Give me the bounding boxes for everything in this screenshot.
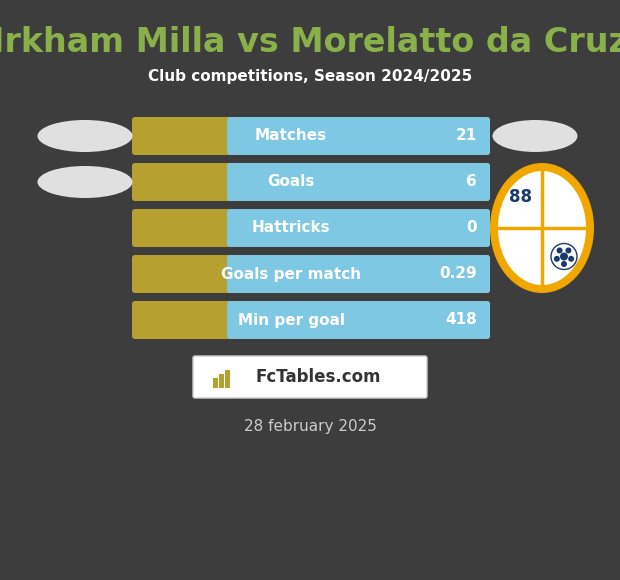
Bar bbox=[225, 370, 229, 388]
Ellipse shape bbox=[37, 120, 133, 152]
Text: Club competitions, Season 2024/2025: Club competitions, Season 2024/2025 bbox=[148, 68, 472, 84]
Ellipse shape bbox=[498, 171, 586, 285]
Text: 21: 21 bbox=[456, 129, 477, 143]
Text: Goals: Goals bbox=[267, 175, 315, 190]
FancyBboxPatch shape bbox=[227, 255, 490, 293]
Ellipse shape bbox=[492, 120, 577, 152]
FancyBboxPatch shape bbox=[132, 209, 490, 247]
FancyBboxPatch shape bbox=[132, 163, 490, 201]
Text: FcTables.com: FcTables.com bbox=[255, 368, 381, 386]
FancyBboxPatch shape bbox=[132, 117, 490, 155]
FancyBboxPatch shape bbox=[227, 117, 490, 155]
FancyBboxPatch shape bbox=[193, 356, 427, 398]
Text: Irkham Milla vs Morelatto da Cruz: Irkham Milla vs Morelatto da Cruz bbox=[0, 26, 620, 59]
Circle shape bbox=[551, 244, 577, 270]
FancyBboxPatch shape bbox=[132, 255, 490, 293]
Circle shape bbox=[560, 252, 568, 260]
Bar bbox=[219, 374, 223, 388]
Circle shape bbox=[568, 256, 574, 262]
Text: 28 february 2025: 28 february 2025 bbox=[244, 419, 376, 433]
Text: Min per goal: Min per goal bbox=[237, 313, 345, 328]
Circle shape bbox=[561, 261, 567, 267]
Text: 88: 88 bbox=[508, 188, 531, 206]
FancyBboxPatch shape bbox=[227, 209, 490, 247]
Bar bbox=[213, 378, 218, 388]
Circle shape bbox=[554, 256, 560, 262]
Circle shape bbox=[557, 248, 562, 253]
Ellipse shape bbox=[37, 166, 133, 198]
Text: Goals per match: Goals per match bbox=[221, 266, 361, 281]
Text: 6: 6 bbox=[466, 175, 477, 190]
Text: 0: 0 bbox=[466, 220, 477, 235]
Text: 0.29: 0.29 bbox=[440, 266, 477, 281]
Text: Matches: Matches bbox=[255, 129, 327, 143]
Ellipse shape bbox=[490, 163, 594, 293]
FancyBboxPatch shape bbox=[132, 301, 490, 339]
Text: 418: 418 bbox=[445, 313, 477, 328]
FancyBboxPatch shape bbox=[227, 301, 490, 339]
Circle shape bbox=[565, 248, 572, 253]
Text: Hattricks: Hattricks bbox=[252, 220, 330, 235]
FancyBboxPatch shape bbox=[227, 163, 490, 201]
